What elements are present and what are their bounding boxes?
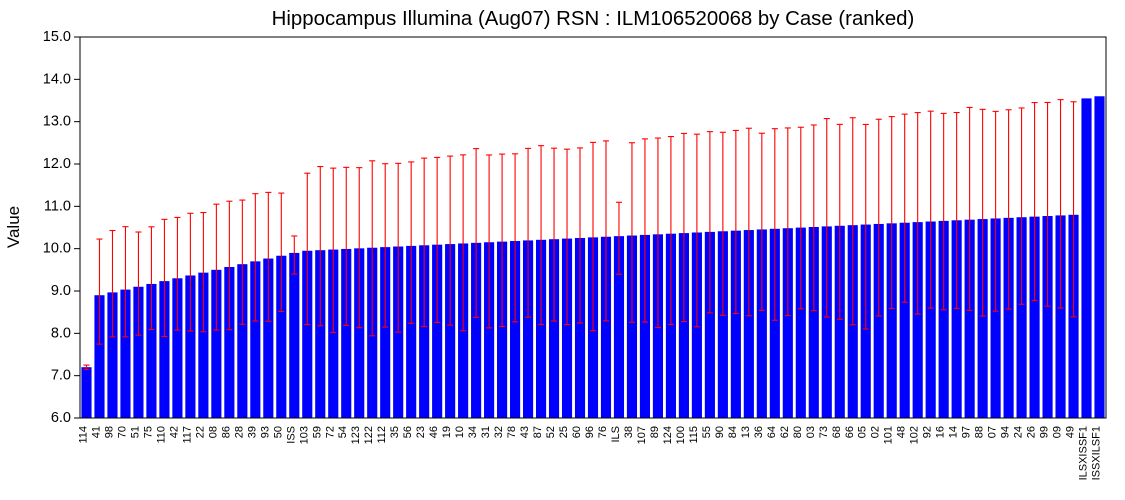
svg-text:97: 97 [961, 426, 973, 438]
svg-text:28: 28 [233, 426, 245, 438]
svg-text:92: 92 [922, 426, 934, 438]
svg-text:34: 34 [467, 426, 479, 438]
svg-text:42: 42 [168, 426, 180, 438]
svg-text:39: 39 [246, 426, 258, 438]
svg-text:49: 49 [1065, 426, 1077, 438]
svg-text:80: 80 [792, 426, 804, 438]
svg-text:72: 72 [324, 426, 336, 438]
svg-text:11.0: 11.0 [44, 198, 71, 214]
svg-text:14.0: 14.0 [43, 71, 71, 87]
svg-text:70: 70 [116, 426, 128, 438]
svg-text:09: 09 [1052, 426, 1064, 438]
svg-text:08: 08 [207, 426, 219, 438]
svg-text:110: 110 [155, 426, 167, 444]
svg-text:50: 50 [272, 426, 284, 438]
svg-text:55: 55 [701, 426, 713, 438]
svg-text:115: 115 [688, 426, 700, 444]
svg-text:99: 99 [1039, 426, 1051, 438]
svg-text:41: 41 [90, 426, 102, 438]
svg-text:54: 54 [337, 426, 349, 438]
svg-text:6.0: 6.0 [51, 410, 71, 426]
svg-text:05: 05 [857, 426, 869, 438]
svg-text:13: 13 [740, 426, 752, 438]
svg-text:24: 24 [1013, 426, 1025, 438]
svg-text:76: 76 [597, 426, 609, 438]
svg-text:87: 87 [532, 426, 544, 438]
svg-text:52: 52 [545, 426, 557, 438]
svg-text:7.0: 7.0 [51, 368, 71, 384]
svg-text:16: 16 [935, 426, 947, 438]
svg-text:9.0: 9.0 [51, 283, 71, 299]
svg-text:102: 102 [909, 426, 921, 444]
svg-text:73: 73 [818, 426, 830, 438]
svg-text:59: 59 [311, 426, 323, 438]
svg-text:96: 96 [584, 426, 596, 438]
svg-text:25: 25 [558, 426, 570, 438]
svg-text:62: 62 [779, 426, 791, 438]
svg-text:122: 122 [363, 426, 375, 444]
svg-text:31: 31 [480, 426, 492, 438]
svg-text:46: 46 [428, 426, 440, 438]
svg-text:ILSXISSF1: ILSXISSF1 [1078, 426, 1090, 480]
svg-text:ILS: ILS [610, 426, 622, 443]
svg-text:10: 10 [454, 426, 466, 438]
svg-text:22: 22 [194, 426, 206, 438]
svg-text:98: 98 [103, 426, 115, 438]
svg-text:12.0: 12.0 [43, 156, 71, 172]
svg-text:66: 66 [844, 426, 856, 438]
svg-text:56: 56 [402, 426, 414, 438]
svg-text:32: 32 [493, 426, 505, 438]
svg-text:117: 117 [181, 426, 193, 444]
svg-text:13.0: 13.0 [43, 114, 71, 130]
svg-text:ISS: ISS [285, 426, 297, 444]
svg-text:60: 60 [571, 426, 583, 438]
svg-text:10.0: 10.0 [43, 241, 71, 257]
svg-text:43: 43 [519, 426, 531, 438]
svg-text:14: 14 [948, 426, 960, 438]
svg-text:100: 100 [675, 426, 687, 444]
svg-text:78: 78 [506, 426, 518, 438]
svg-text:88: 88 [974, 426, 986, 438]
svg-text:51: 51 [129, 426, 141, 438]
svg-text:86: 86 [220, 426, 232, 438]
svg-text:03: 03 [805, 426, 817, 438]
svg-text:48: 48 [896, 426, 908, 438]
svg-text:8.0: 8.0 [51, 325, 71, 341]
svg-text:23: 23 [415, 426, 427, 438]
svg-text:36: 36 [753, 426, 765, 438]
svg-text:124: 124 [662, 426, 674, 444]
svg-text:84: 84 [727, 426, 739, 438]
svg-text:68: 68 [831, 426, 843, 438]
svg-text:64: 64 [766, 426, 778, 438]
svg-text:90: 90 [714, 426, 726, 438]
svg-text:75: 75 [142, 426, 154, 438]
svg-text:114: 114 [77, 426, 89, 444]
svg-text:02: 02 [870, 426, 882, 438]
svg-text:123: 123 [350, 426, 362, 444]
svg-text:07: 07 [987, 426, 999, 438]
svg-text:107: 107 [636, 426, 648, 444]
svg-text:38: 38 [623, 426, 635, 438]
svg-text:101: 101 [883, 426, 895, 444]
svg-text:93: 93 [259, 426, 271, 438]
svg-text:112: 112 [376, 426, 388, 444]
svg-text:89: 89 [649, 426, 661, 438]
svg-text:19: 19 [441, 426, 453, 438]
svg-text:103: 103 [298, 426, 310, 444]
svg-text:ISSXILSF1: ISSXILSF1 [1091, 426, 1103, 480]
svg-text:15.0: 15.0 [43, 29, 71, 45]
svg-text:26: 26 [1026, 426, 1038, 438]
svg-text:35: 35 [389, 426, 401, 438]
svg-text:94: 94 [1000, 426, 1012, 438]
